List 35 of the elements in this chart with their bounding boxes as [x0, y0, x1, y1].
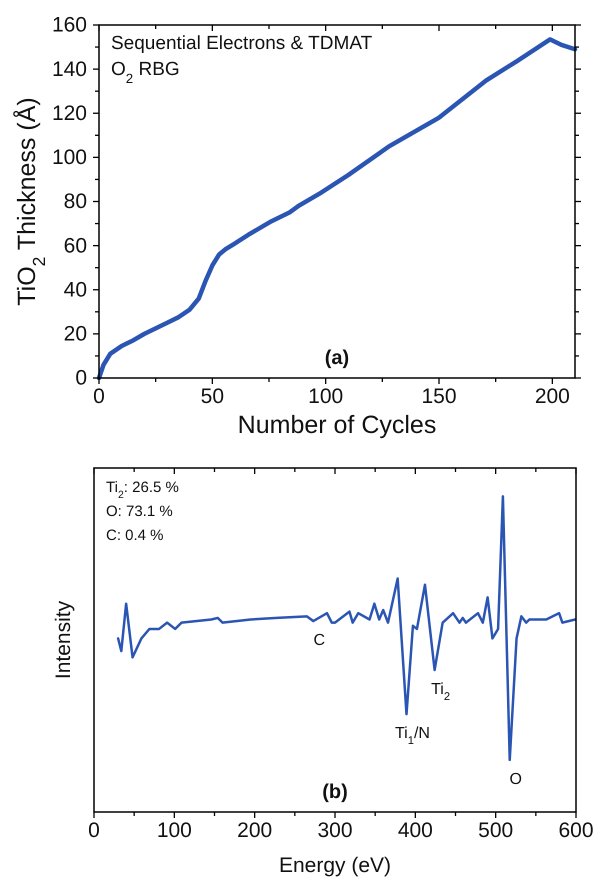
annotation: O: 73.1 % [106, 503, 173, 520]
y-tick-label: 80 [64, 190, 87, 214]
x-tick-label: 100 [308, 384, 344, 408]
x-axis-title: Energy (eV) [278, 854, 392, 877]
x-axis-title: Number of Cycles [238, 411, 436, 439]
annotation: C [314, 632, 326, 650]
y-tick-label: 160 [52, 14, 87, 37]
annotation: Ti$_{2}$: 26.5 % [106, 479, 179, 501]
x-tick-label: 200 [534, 384, 570, 408]
x-tick-label: 50 [200, 384, 224, 408]
annotation: Ti$_{2}$ [431, 680, 450, 703]
x-tick-label: 100 [156, 818, 192, 842]
annotation: Ti$_{1}$/N [395, 725, 430, 748]
line-series [96, 37, 578, 380]
y-tick-label: 40 [64, 278, 87, 302]
y-tick-label: 140 [52, 58, 87, 81]
x-tick-label: 600 [558, 818, 594, 842]
x-tick-label: 400 [398, 818, 433, 842]
x-tick-label: 0 [93, 384, 105, 408]
x-tick-label: 300 [317, 818, 353, 842]
annotation: O [510, 770, 522, 788]
x-tick-label: 200 [237, 818, 272, 842]
y-tick-label: 0 [75, 366, 87, 390]
annotation: (a) [324, 347, 350, 369]
annotation: Sequential Electrons & TDMAT [111, 33, 373, 54]
annotation: C: 0.4 % [106, 527, 164, 544]
x-tick-label: 500 [478, 818, 514, 842]
y-tick-label: 20 [64, 322, 87, 346]
y-axis-title: Intensity [52, 600, 75, 680]
y-tick-label: 100 [52, 146, 87, 170]
annotation: (b) [322, 781, 348, 803]
x-tick-label: 150 [421, 384, 457, 408]
annotation: O$_{2}$ RBG [111, 59, 180, 86]
y-tick-label: 60 [64, 234, 87, 258]
y-tick-label: 120 [52, 102, 87, 125]
